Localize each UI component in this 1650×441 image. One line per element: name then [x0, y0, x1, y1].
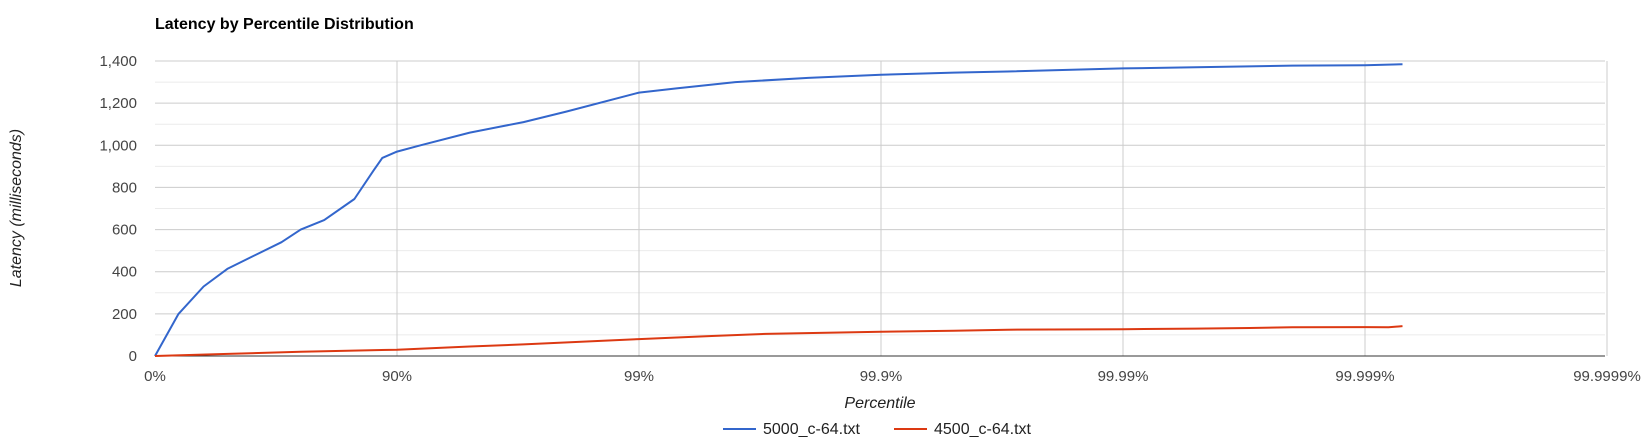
- series-line-1: [154, 63, 1403, 357]
- legend-label-2: 4500_c-64.txt: [934, 421, 1032, 438]
- x-tick-label: 99.99%: [1098, 368, 1149, 385]
- y-axis-ticks: 0 200 400 600 800 1,000 1,200 1,400: [99, 53, 137, 365]
- legend: 5000_c-64.txt 4500_c-64.txt: [723, 421, 1032, 438]
- series-lines: [154, 63, 1403, 357]
- x-tick-label: 99.999%: [1335, 368, 1394, 385]
- grid: [155, 60, 1608, 357]
- x-tick-label: 99.9999%: [1573, 368, 1641, 385]
- y-tick-label: 400: [112, 264, 137, 281]
- y-axis-title: Latency (milliseconds): [8, 129, 25, 287]
- y-tick-label: 800: [112, 179, 137, 196]
- x-tick-label: 0%: [144, 368, 166, 385]
- y-tick-label: 0: [129, 348, 137, 365]
- y-tick-label: 200: [112, 306, 137, 323]
- x-tick-label: 90%: [382, 368, 412, 385]
- chart-title: Latency by Percentile Distribution: [155, 16, 414, 33]
- series-line-2: [154, 325, 1403, 357]
- x-axis-title: Percentile: [844, 395, 915, 412]
- y-tick-label: 600: [112, 222, 137, 239]
- legend-label-1: 5000_c-64.txt: [763, 421, 861, 438]
- x-tick-label: 99.9%: [860, 368, 903, 385]
- y-tick-label: 1,000: [99, 137, 137, 154]
- y-tick-label: 1,400: [99, 53, 137, 70]
- y-tick-label: 1,200: [99, 95, 137, 112]
- x-tick-label: 99%: [624, 368, 654, 385]
- x-axis-ticks: 0% 90% 99% 99.9% 99.99% 99.999% 99.9999%: [144, 368, 1641, 385]
